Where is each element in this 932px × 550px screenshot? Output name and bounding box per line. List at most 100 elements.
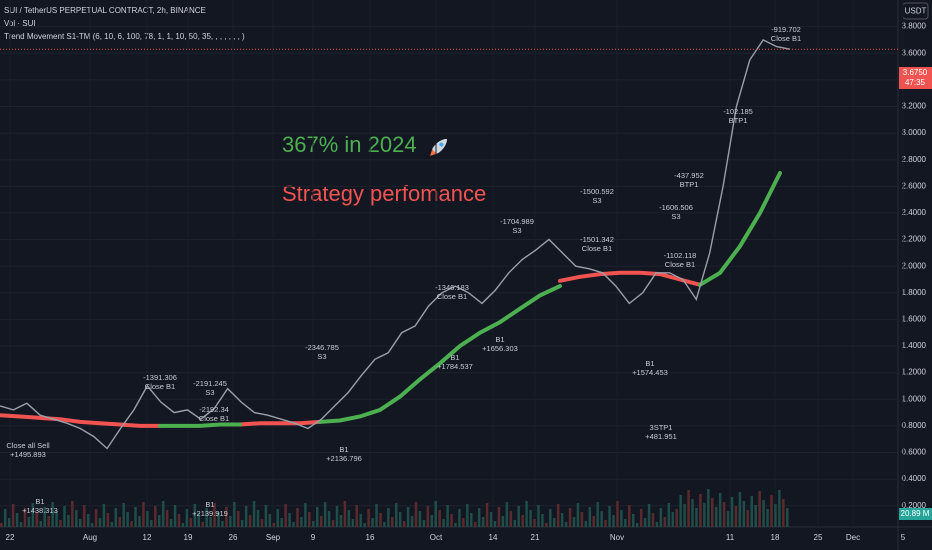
volume-bar (774, 504, 777, 527)
price-tag (899, 67, 932, 89)
y-tick-label: 0.8000 (902, 421, 927, 430)
x-tick-label: 5 (901, 533, 906, 542)
volume-bar (493, 521, 497, 527)
volume-bar (240, 520, 244, 527)
volume-bar (181, 523, 185, 527)
volume-bar (244, 506, 248, 527)
volume-bar (782, 499, 785, 527)
volume-bar (458, 509, 461, 527)
volume-bar (616, 501, 619, 527)
trade-annotation: B1 (35, 497, 44, 506)
volume-bar (410, 516, 414, 527)
volume-bar (233, 502, 236, 527)
trade-annotation: -102.185 (723, 107, 753, 116)
volume-bar (742, 501, 746, 527)
volume-bar (335, 506, 339, 527)
volume-bar (746, 510, 750, 527)
volume-bar (766, 509, 769, 527)
volume-bar (292, 522, 295, 527)
volume-bar (67, 515, 70, 527)
volume-bar (31, 503, 35, 527)
trade-annotation: B1 (450, 353, 459, 362)
trade-annotation: Close B1 (665, 260, 695, 269)
volume-bar (126, 512, 129, 527)
trade-annotation: Close B1 (771, 34, 801, 43)
volume-bar (213, 503, 216, 527)
volume-bar (193, 504, 197, 527)
volume-bar (778, 490, 781, 527)
volume-bar (43, 507, 46, 527)
volume-bar (620, 510, 623, 527)
volume-bar (655, 522, 659, 527)
volume-bar (576, 503, 580, 527)
price-label: 3.6750 (903, 68, 928, 77)
volume-bar (343, 501, 347, 527)
x-tick-label: Aug (83, 533, 97, 542)
volume-bar (560, 513, 564, 527)
countdown: 47:35 (905, 78, 926, 87)
volume-bar (209, 517, 212, 527)
y-tick-label: 1.6000 (902, 315, 927, 324)
volume-bar (201, 522, 204, 527)
volume-bar (304, 503, 307, 527)
trade-annotation: +481.951 (645, 432, 677, 441)
volume-bar (497, 507, 501, 527)
volume-bar (474, 522, 477, 527)
trade-annotation: -2346.785 (305, 343, 339, 352)
trade-annotation: B1 (645, 359, 654, 368)
volume-bar (454, 523, 457, 527)
trade-annotation: +1574.453 (632, 368, 668, 377)
y-tick-label: 1.2000 (902, 368, 927, 377)
volume-bar (237, 511, 240, 527)
volume-bar (600, 511, 603, 527)
volume-tag (899, 508, 932, 520)
x-tick-label: Sep (266, 533, 281, 542)
volume-bar (197, 513, 200, 527)
currency[interactable]: USDT (905, 7, 927, 16)
volume-bar (612, 515, 615, 527)
x-tick-label: 18 (771, 533, 780, 542)
volume-bar (90, 523, 94, 527)
y-tick-label: 1.0000 (902, 394, 927, 403)
volume-bar (165, 510, 169, 527)
volume-bar (351, 519, 355, 527)
volume-bar (355, 505, 358, 527)
volume-bar (726, 511, 730, 527)
volume-bar (146, 511, 149, 527)
x-tick-label: 21 (531, 533, 540, 542)
volume-bar (55, 511, 58, 527)
volume-bar (450, 514, 453, 527)
volume-bar (489, 512, 493, 527)
volume-bar (3, 509, 7, 527)
trade-annotation: -1346.183 (435, 283, 469, 292)
trade-annotation: -2192.34 (199, 405, 229, 414)
volume-bar (75, 510, 78, 527)
volume-bar (683, 504, 686, 527)
volume-bar (628, 505, 631, 527)
trade-annotation: -2191.245 (193, 379, 227, 388)
volume-bar (426, 506, 430, 527)
volume-bar (312, 521, 315, 527)
volume-bar (256, 510, 260, 527)
volume-bar (379, 513, 382, 527)
volume-bar (122, 503, 125, 527)
volume-bar (94, 509, 98, 527)
trade-annotation: +1784.537 (437, 362, 473, 371)
price-line (0, 38, 791, 450)
volume-bar (734, 506, 738, 527)
y-tick-label: 1.8000 (902, 288, 927, 297)
x-tick-label: 11 (726, 533, 735, 542)
volume-bar (671, 512, 674, 527)
volume-bar (387, 508, 390, 527)
volume-bar (525, 501, 528, 527)
trade-annotation: S3 (205, 388, 214, 397)
x-tick-label: Dec (846, 533, 860, 542)
trade-annotation: -1500.592 (580, 187, 614, 196)
volume-bar (11, 504, 15, 527)
volume-bar (327, 511, 331, 527)
volume-bar (422, 520, 426, 527)
volume-bar (79, 519, 82, 527)
volume-bar (383, 522, 386, 527)
y-tick-label: 3.6000 (902, 48, 927, 57)
